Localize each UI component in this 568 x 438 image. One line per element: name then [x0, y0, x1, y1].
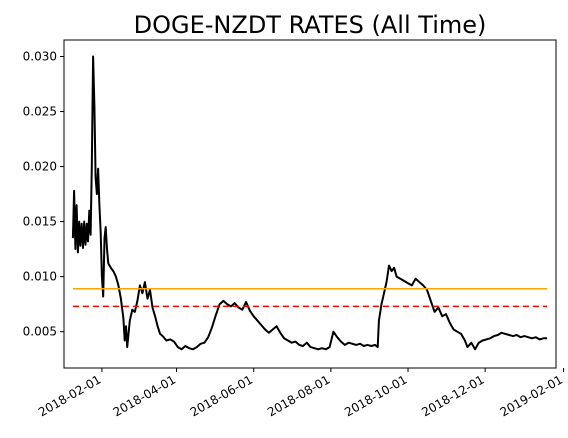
y-tick-label: 0.030 — [23, 50, 57, 64]
y-tick-label: 0.025 — [23, 105, 57, 119]
y-tick-label: 0.005 — [23, 325, 57, 339]
series-layer — [71, 55, 548, 351]
y-axis: 0.005 0.010 0.015 0.020 0.025 0.030 — [23, 50, 64, 339]
series-line-0 — [71, 55, 548, 351]
y-tick-label: 0.020 — [23, 160, 57, 174]
chart-title: DOGE-NZDT RATES (All Time) — [134, 11, 487, 39]
y-tick-label: 0.010 — [23, 270, 57, 284]
y-tick-label: 0.015 — [23, 215, 57, 229]
plot-frame — [63, 39, 557, 369]
